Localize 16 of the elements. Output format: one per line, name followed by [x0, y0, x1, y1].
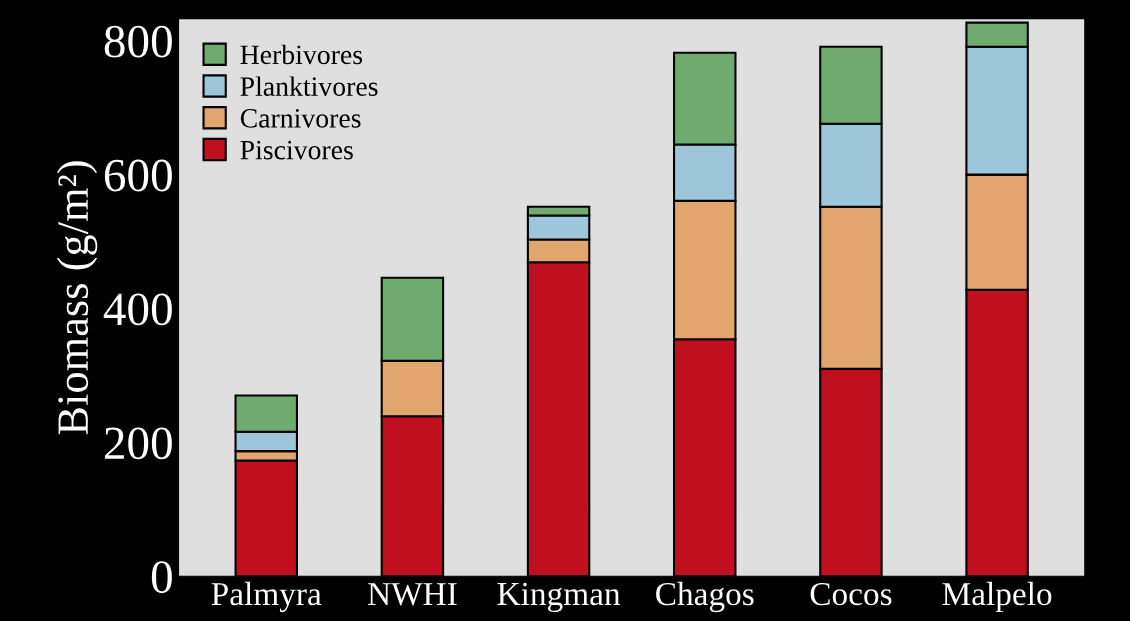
y-axis-title: Biomass (g/m²)	[56, 161, 98, 435]
legend-label: Herbivores	[240, 44, 363, 65]
y-tick-label: 400	[103, 293, 172, 326]
x-tick-label: Kingman	[497, 582, 621, 613]
x-tick-label: Malpelo	[942, 581, 1052, 613]
legend-label: Planktivores	[240, 76, 378, 96]
x-tick-label: Chagos	[656, 581, 754, 613]
y-tick-label: 0	[151, 561, 172, 594]
x-tick-label: NWHI	[368, 583, 457, 606]
y-tick-label: 800	[104, 25, 172, 58]
x-tick-label: Palmyra	[211, 581, 322, 613]
legend-label: Piscivores	[240, 140, 353, 160]
x-tick-label: Cocos	[810, 582, 892, 606]
y-tick-label: 600	[104, 159, 172, 192]
y-tick-label: 200	[104, 427, 172, 460]
legend-label: Carnivores	[240, 109, 361, 128]
